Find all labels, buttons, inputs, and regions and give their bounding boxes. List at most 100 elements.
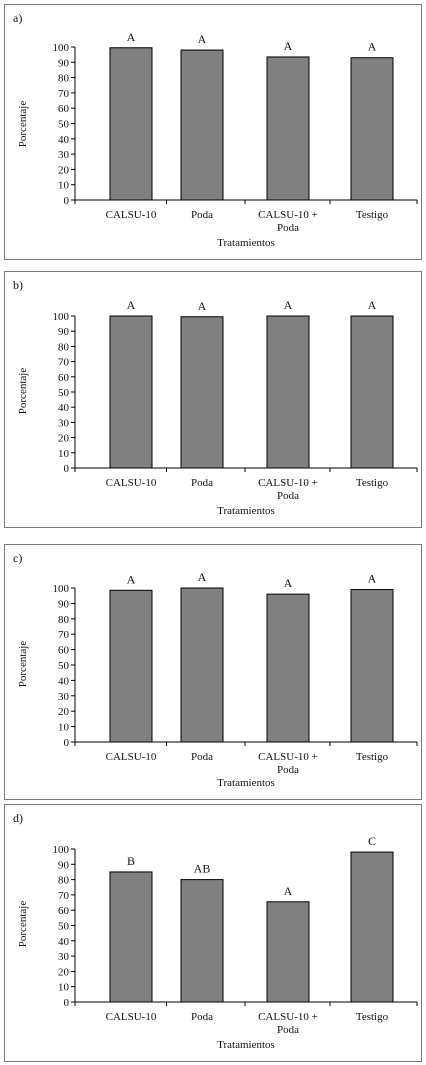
y-tick-label: 90: [58, 326, 70, 338]
x-tick-label-line: Poda: [277, 222, 299, 234]
y-tick-label: 70: [58, 629, 70, 641]
significance-letter: A: [198, 570, 207, 584]
bar: [266, 593, 310, 743]
x-tick-label-line: CALSU-10 +: [258, 751, 318, 763]
x-tick-label: Poda: [191, 1011, 213, 1023]
significance-letter: A: [368, 40, 377, 54]
x-axis-title: Tratamientos: [217, 1039, 275, 1051]
x-tick-label-line: Testigo: [356, 751, 389, 763]
x-tick-label-line: Testigo: [356, 1011, 389, 1023]
y-tick-label: 60: [58, 905, 70, 917]
significance-letter: A: [127, 30, 136, 44]
x-axis-title: Tratamientos: [217, 237, 275, 249]
y-tick-label: 60: [58, 645, 70, 657]
x-tick-label: CALSU-10 + Poda: [258, 751, 318, 776]
significance-letter: B: [127, 854, 135, 868]
y-tick-label: 40: [58, 675, 70, 687]
bar-chart-d: 0 10 20 30 40 50 60 70 80 90 100 B CALSU-10 AB Poda A CA…: [53, 834, 418, 1036]
significance-letter: A: [284, 576, 293, 590]
y-tick-label: 20: [58, 706, 70, 718]
panel-label: b): [13, 278, 23, 292]
y-tick-label: 10: [58, 448, 70, 460]
y-tick-label: 80: [58, 614, 70, 626]
significance-letter: A: [368, 298, 377, 312]
x-tick-label-line: Poda: [191, 751, 213, 763]
significance-letter: AB: [194, 862, 211, 876]
y-axis-title: Porcentaje: [17, 640, 30, 688]
x-tick-label-line: Poda: [277, 490, 299, 502]
y-tick-label: 50: [58, 660, 70, 672]
bar: [180, 587, 224, 743]
bar: [266, 315, 310, 469]
x-tick-label-line: Poda: [191, 477, 213, 489]
x-axis-title: Tratamientos: [217, 777, 275, 789]
x-tick-label: Testigo: [356, 751, 389, 763]
bar: [266, 56, 310, 201]
y-tick-label: 80: [58, 73, 70, 85]
x-tick-label: CALSU-10: [106, 1011, 157, 1023]
x-tick-label-line: Poda: [277, 764, 299, 776]
y-tick-label: 100: [53, 42, 70, 54]
x-tick-label-line: Testigo: [356, 209, 389, 221]
x-tick-label: Testigo: [356, 1011, 389, 1023]
bar: [350, 589, 394, 743]
y-tick-label: 40: [58, 402, 70, 414]
y-tick-label: 100: [53, 844, 70, 856]
x-tick-label-line: CALSU-10: [106, 751, 157, 763]
y-tick-label: 10: [58, 722, 70, 734]
y-tick-label: 100: [53, 311, 70, 323]
chart-panel-c: 0 10 20 30 40 50 60 70 80 90 100 A CALSU-10 A Poda A CAL…: [4, 544, 422, 800]
bar: [180, 49, 224, 201]
y-tick-label: 40: [58, 936, 70, 948]
y-tick-label: 0: [64, 463, 70, 475]
x-tick-label: CALSU-10 + Poda: [258, 1011, 318, 1036]
y-tick-label: 10: [58, 180, 70, 192]
y-axis-title: Porcentaje: [17, 900, 30, 948]
x-tick-label-line: CALSU-10 +: [258, 1011, 318, 1023]
significance-letter: A: [127, 298, 136, 312]
x-tick-label-line: CALSU-10: [106, 477, 157, 489]
y-tick-label: 50: [58, 921, 70, 933]
panel-label: a): [13, 11, 23, 25]
x-axis-title: Tratamientos: [217, 505, 275, 517]
y-tick-label: 20: [58, 164, 70, 176]
x-tick-label-line: CALSU-10 +: [258, 477, 318, 489]
bar: [109, 589, 153, 743]
y-tick-label: 90: [58, 57, 70, 69]
y-tick-label: 40: [58, 134, 70, 146]
significance-letter: A: [127, 572, 136, 586]
panel-label: c): [13, 551, 23, 565]
y-tick-label: 10: [58, 982, 70, 994]
x-tick-label-line: CALSU-10 +: [258, 209, 318, 221]
x-tick-label: CALSU-10: [106, 209, 157, 221]
bar: [266, 901, 310, 1003]
y-axis-title: Porcentaje: [17, 100, 30, 148]
y-tick-label: 30: [58, 951, 70, 963]
x-tick-label: Testigo: [356, 209, 389, 221]
y-tick-label: 60: [58, 103, 70, 115]
x-tick-label-line: Poda: [191, 1011, 213, 1023]
bar-chart-c: 0 10 20 30 40 50 60 70 80 90 100 A CALSU-10 A Poda A CAL…: [53, 570, 418, 776]
bar: [180, 316, 224, 469]
y-tick-label: 20: [58, 966, 70, 978]
y-tick-label: 90: [58, 859, 70, 871]
chart-panel-d: 0 10 20 30 40 50 60 70 80 90 100 B CALSU-10 AB Poda A CA…: [4, 804, 422, 1062]
y-tick-label: 30: [58, 691, 70, 703]
y-tick-label: 0: [64, 195, 70, 207]
y-tick-label: 50: [58, 119, 70, 131]
significance-letter: A: [284, 39, 293, 53]
y-tick-label: 70: [58, 357, 70, 369]
x-tick-label: Poda: [191, 209, 213, 221]
bar: [109, 315, 153, 469]
x-tick-label-line: Testigo: [356, 477, 389, 489]
bar: [350, 57, 394, 201]
bar: [350, 315, 394, 469]
x-tick-label: CALSU-10: [106, 477, 157, 489]
x-tick-label-line: Poda: [191, 209, 213, 221]
y-tick-label: 60: [58, 372, 70, 384]
significance-letter: A: [198, 299, 207, 313]
chart-panel-a: 0 10 20 30 40 50 60 70 80 90 100 A CALSU-10 A Poda A CAL…: [4, 4, 422, 260]
x-tick-label: CALSU-10: [106, 751, 157, 763]
significance-letter: C: [368, 834, 376, 848]
y-tick-label: 100: [53, 583, 70, 595]
